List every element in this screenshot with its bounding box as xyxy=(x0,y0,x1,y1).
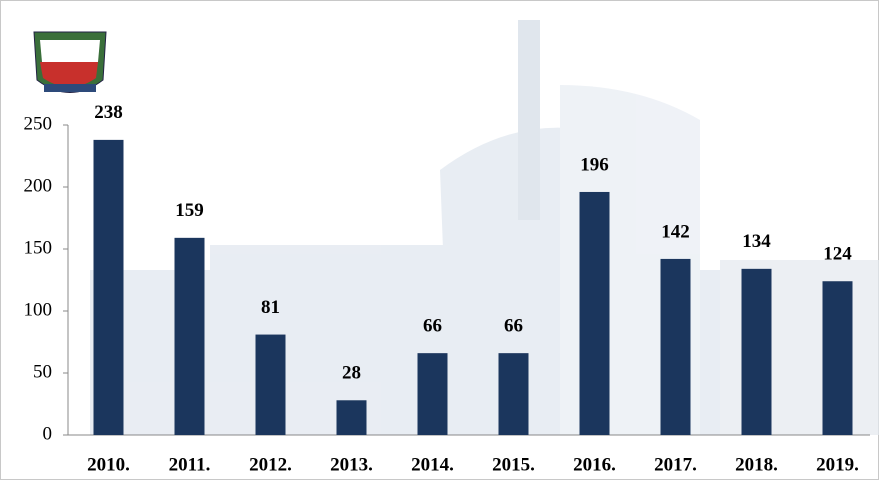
y-tick-label: 250 xyxy=(24,113,53,134)
x-tick-label: 2015. xyxy=(492,454,535,475)
x-tick-label: 2014. xyxy=(411,454,454,475)
y-tick-label: 0 xyxy=(43,423,53,444)
x-tick-label: 2016. xyxy=(573,454,616,475)
x-tick-label: 2011. xyxy=(169,454,211,475)
y-tick-label: 100 xyxy=(24,299,53,320)
bar xyxy=(822,281,853,435)
value-label: 66 xyxy=(423,316,442,337)
bar xyxy=(174,237,205,435)
value-label: 142 xyxy=(661,221,690,242)
bar xyxy=(579,191,610,435)
bar xyxy=(741,268,772,435)
logo xyxy=(33,31,107,93)
bar xyxy=(660,258,691,435)
y-tick-label: 150 xyxy=(24,237,53,258)
x-tick-label: 2012. xyxy=(249,454,292,475)
value-label: 196 xyxy=(580,154,609,175)
value-label: 66 xyxy=(504,316,523,337)
x-tick-label: 2018. xyxy=(735,454,778,475)
value-label: 238 xyxy=(94,102,123,123)
bar xyxy=(336,400,367,435)
bar xyxy=(255,334,286,435)
value-label: 159 xyxy=(175,200,204,221)
value-label: 134 xyxy=(742,231,771,252)
x-tick-label: 2017. xyxy=(654,454,697,475)
value-label: 28 xyxy=(342,363,361,384)
x-tick-label: 2013. xyxy=(330,454,373,475)
x-tick-label: 2010. xyxy=(87,454,130,475)
bar xyxy=(498,353,529,435)
bar xyxy=(93,139,124,435)
value-label: 124 xyxy=(823,244,852,265)
y-tick-label: 200 xyxy=(24,175,53,196)
bar xyxy=(417,353,448,435)
y-tick-label: 50 xyxy=(33,361,52,382)
value-label: 81 xyxy=(261,297,280,318)
x-tick-label: 2019. xyxy=(816,454,859,475)
